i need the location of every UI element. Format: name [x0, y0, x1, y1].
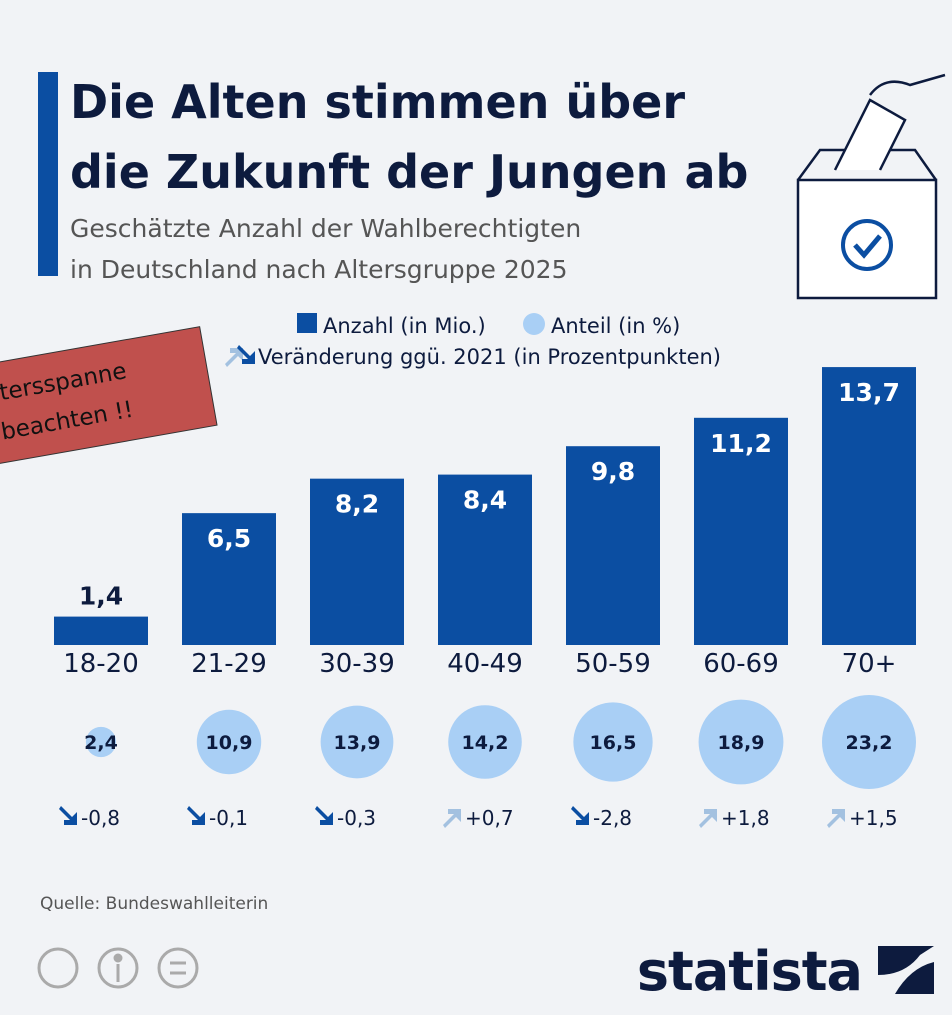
change-arrow	[443, 809, 461, 828]
bar-value-label: 8,2	[335, 490, 379, 519]
change-label: -0,8	[81, 806, 120, 830]
license-icons	[37, 947, 199, 989]
bar	[694, 417, 788, 645]
share-label: 10,9	[206, 732, 253, 754]
legend-arrows	[225, 345, 255, 367]
bar	[54, 616, 148, 645]
bar	[822, 367, 916, 645]
legend-swatch	[297, 313, 317, 333]
change-arrow	[827, 809, 845, 828]
bar-value-label: 9,8	[591, 457, 635, 486]
legend-label: Anzahl (in Mio.)	[323, 314, 486, 338]
change-arrow	[571, 806, 589, 825]
chart-subtitle: in Deutschland nach Altersgruppe 2025	[70, 255, 567, 284]
change-label: -2,8	[593, 806, 632, 830]
bar	[310, 478, 404, 645]
x-tick-label: 60-69	[703, 649, 779, 679]
chart-title: Die Alten stimmen über	[70, 75, 685, 129]
bar-value-label: 1,4	[79, 582, 123, 611]
bar	[438, 474, 532, 645]
bar-value-label: 6,5	[207, 524, 251, 553]
x-tick-label: 50-59	[575, 649, 651, 679]
chart-subtitle: Geschätzte Anzahl der Wahlberechtigten	[70, 214, 581, 243]
x-tick-label: 70+	[842, 649, 897, 679]
x-tick-label: 40-49	[447, 649, 523, 679]
share-bubble	[320, 705, 394, 779]
accent-bar	[38, 72, 58, 276]
x-tick-label: 21-29	[191, 649, 267, 679]
share-label: 23,2	[846, 732, 893, 754]
share-bubble	[85, 726, 117, 758]
brand-logo	[878, 946, 934, 994]
ballot-icon	[796, 73, 946, 300]
bar	[566, 446, 660, 645]
share-label: 2,4	[84, 732, 118, 754]
x-tick-label: 30-39	[319, 649, 395, 679]
brand: statista	[637, 940, 862, 1003]
change-label: -0,1	[209, 806, 248, 830]
change-arrow	[59, 806, 77, 825]
bar-value-label: 8,4	[463, 486, 507, 515]
share-bubble	[822, 695, 916, 789]
annotation-sticker: Altersspanne beachten !!	[0, 326, 218, 468]
source: Quelle: Bundeswahlleiterin	[40, 894, 268, 914]
change-label: +0,7	[465, 806, 514, 830]
change-label: +1,5	[849, 806, 898, 830]
x-tick-label: 18-20	[63, 649, 139, 679]
chart-title: die Zukunft der Jungen ab	[70, 145, 748, 199]
share-label: 14,2	[462, 732, 509, 754]
change-arrow	[699, 809, 717, 828]
change-label: +1,8	[721, 806, 770, 830]
share-bubble	[573, 702, 653, 782]
legend-label: Veränderung ggü. 2021 (in Prozentpunkten…	[258, 345, 721, 369]
share-bubble	[698, 699, 784, 785]
change-arrow	[187, 806, 205, 825]
change-label: -0,3	[337, 806, 376, 830]
bar	[182, 513, 276, 645]
share-bubble	[448, 705, 522, 779]
legend-swatch	[523, 313, 545, 335]
bar-value-label: 13,7	[838, 378, 900, 407]
legend-arrow	[225, 348, 243, 367]
share-label: 18,9	[718, 732, 765, 754]
bar-value-label: 11,2	[710, 429, 772, 458]
share-label: 16,5	[590, 732, 637, 754]
legend-label: Anteil (in %)	[551, 314, 680, 338]
change-arrow	[315, 806, 333, 825]
legend-arrow	[237, 345, 255, 364]
share-label: 13,9	[334, 732, 381, 754]
share-bubble	[196, 709, 262, 775]
